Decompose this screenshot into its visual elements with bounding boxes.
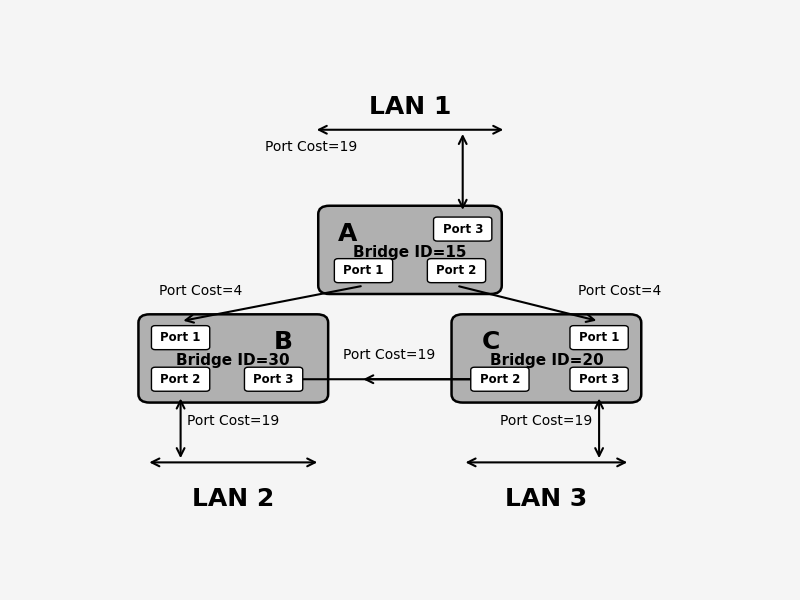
FancyBboxPatch shape xyxy=(427,259,486,283)
Text: LAN 1: LAN 1 xyxy=(369,95,451,119)
Text: Port Cost=19: Port Cost=19 xyxy=(187,414,279,428)
Text: Bridge ID=15: Bridge ID=15 xyxy=(354,245,466,260)
FancyBboxPatch shape xyxy=(451,314,642,403)
Text: Port 1: Port 1 xyxy=(579,331,619,344)
Text: LAN 3: LAN 3 xyxy=(506,487,587,511)
FancyBboxPatch shape xyxy=(570,326,628,350)
Text: Bridge ID=20: Bridge ID=20 xyxy=(490,353,603,368)
Text: Bridge ID=30: Bridge ID=30 xyxy=(177,353,290,368)
FancyBboxPatch shape xyxy=(245,367,302,391)
Text: Port 3: Port 3 xyxy=(254,373,294,386)
FancyBboxPatch shape xyxy=(318,206,502,294)
Text: Port Cost=4: Port Cost=4 xyxy=(578,284,661,298)
Text: Port Cost=19: Port Cost=19 xyxy=(265,140,358,154)
Text: Port 1: Port 1 xyxy=(343,264,384,277)
FancyBboxPatch shape xyxy=(470,367,529,391)
Text: Port Cost=4: Port Cost=4 xyxy=(159,284,242,298)
Text: Port 1: Port 1 xyxy=(161,331,201,344)
Text: LAN 2: LAN 2 xyxy=(192,487,274,511)
FancyBboxPatch shape xyxy=(151,367,210,391)
Text: A: A xyxy=(338,221,358,246)
Text: Port 2: Port 2 xyxy=(480,373,520,386)
Text: B: B xyxy=(274,330,293,354)
FancyBboxPatch shape xyxy=(434,217,492,241)
FancyBboxPatch shape xyxy=(334,259,393,283)
Text: Port Cost=19: Port Cost=19 xyxy=(343,348,436,362)
FancyBboxPatch shape xyxy=(138,314,328,403)
Text: Port 2: Port 2 xyxy=(161,373,201,386)
Text: Port 3: Port 3 xyxy=(579,373,619,386)
Text: Port 2: Port 2 xyxy=(436,264,477,277)
FancyBboxPatch shape xyxy=(570,367,628,391)
Text: Port Cost=19: Port Cost=19 xyxy=(500,414,593,428)
Text: C: C xyxy=(482,330,500,354)
Text: Port 3: Port 3 xyxy=(442,223,483,236)
FancyBboxPatch shape xyxy=(151,326,210,350)
